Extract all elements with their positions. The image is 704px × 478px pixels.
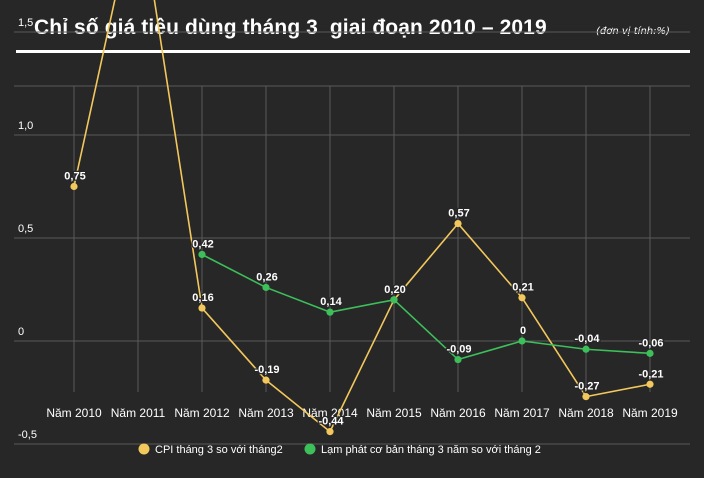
data-label: 0,14 <box>320 296 342 308</box>
data-point[interactable] <box>646 380 654 388</box>
data-label: 0,16 <box>192 292 213 304</box>
data-point[interactable] <box>390 296 398 304</box>
data-point[interactable] <box>646 349 654 357</box>
x-tick-label: Năm 2017 <box>494 406 550 420</box>
data-point[interactable] <box>454 355 462 364</box>
data-point[interactable] <box>262 283 270 292</box>
legend-swatch <box>304 443 316 455</box>
data-label: 0,42 <box>192 238 213 250</box>
data-label: 0 <box>520 325 526 337</box>
x-tick-label: Năm 2010 <box>46 406 102 420</box>
legend-item[interactable]: Lạm phát cơ bản tháng 3 năm so với tháng… <box>304 443 541 457</box>
series <box>70 0 654 436</box>
data-point[interactable] <box>198 304 206 312</box>
data-label: 0,57 <box>448 208 469 220</box>
y-tick-label: 0,5 <box>18 223 33 235</box>
legend-swatch <box>138 443 150 455</box>
data-point[interactable] <box>582 345 590 353</box>
data-point[interactable] <box>454 219 462 228</box>
data-point[interactable] <box>70 182 78 191</box>
data-point[interactable] <box>518 337 526 345</box>
x-tick-label: Năm 2011 <box>111 406 166 420</box>
x-tick-label: Năm 2019 <box>622 406 678 420</box>
y-tick-label: 1,5 <box>18 17 33 29</box>
data-point[interactable] <box>326 308 334 316</box>
x-tick-label: Năm 2016 <box>430 406 486 420</box>
data-label: -0,04 <box>574 333 600 345</box>
data-point[interactable] <box>198 250 206 259</box>
x-tick-label: Năm 2015 <box>366 406 422 420</box>
legend[interactable]: CPI tháng 3 so với tháng2 Lạm phát cơ bản… <box>138 443 541 457</box>
series-line-1 <box>201 253 651 361</box>
y-tick-label: 1,0 <box>18 120 33 132</box>
data-label: 0,26 <box>256 271 277 283</box>
x-tick-label: Năm 2012 <box>174 406 230 420</box>
x-tick-label: Năm 2018 <box>558 406 614 420</box>
x-tick-label: Năm 2014 <box>302 406 358 420</box>
data-label: -0,27 <box>574 381 599 393</box>
data-label: -0,21 <box>638 368 663 380</box>
y-tick-label: 0 <box>18 326 24 338</box>
legend-item[interactable]: CPI tháng 3 so với tháng2 <box>138 443 283 457</box>
x-tick-label: Năm 2013 <box>238 406 294 420</box>
y-axis-ticks: -0,500,51,01,52,0 <box>18 17 37 441</box>
data-label: -0,44 <box>318 416 344 428</box>
title-underline <box>16 50 690 53</box>
legend-label: Lạm phát cơ bản tháng 3 năm so với tháng… <box>321 444 541 456</box>
data-label: -0,09 <box>446 344 471 356</box>
data-label: 0,21 <box>512 282 533 294</box>
x-axis-ticks: Năm 2010 Năm 2011 Năm 2012 Năm 2013 Năm 2014… <box>46 406 678 420</box>
data-label: -0,19 <box>254 364 279 376</box>
data-label: -0,06 <box>638 337 663 349</box>
series-line-0 <box>73 0 651 433</box>
data-point[interactable] <box>582 393 590 401</box>
data-label: 0,20 <box>384 284 405 296</box>
data-label: 0,75 <box>64 171 85 183</box>
data-point[interactable] <box>326 428 334 436</box>
legend-label: CPI tháng 3 so với tháng2 <box>155 444 283 456</box>
data-point[interactable] <box>262 376 270 384</box>
y-tick-label: -0,5 <box>18 429 37 441</box>
chart-title: Chỉ số giá tiêu dùng tháng 3 giai đoạn 2… <box>34 16 547 39</box>
data-point[interactable] <box>518 294 526 302</box>
data-labels: 0,752,170,16-0,19-0,440,570,21-0,27-0,21… <box>63 169 665 429</box>
grid <box>14 31 690 445</box>
